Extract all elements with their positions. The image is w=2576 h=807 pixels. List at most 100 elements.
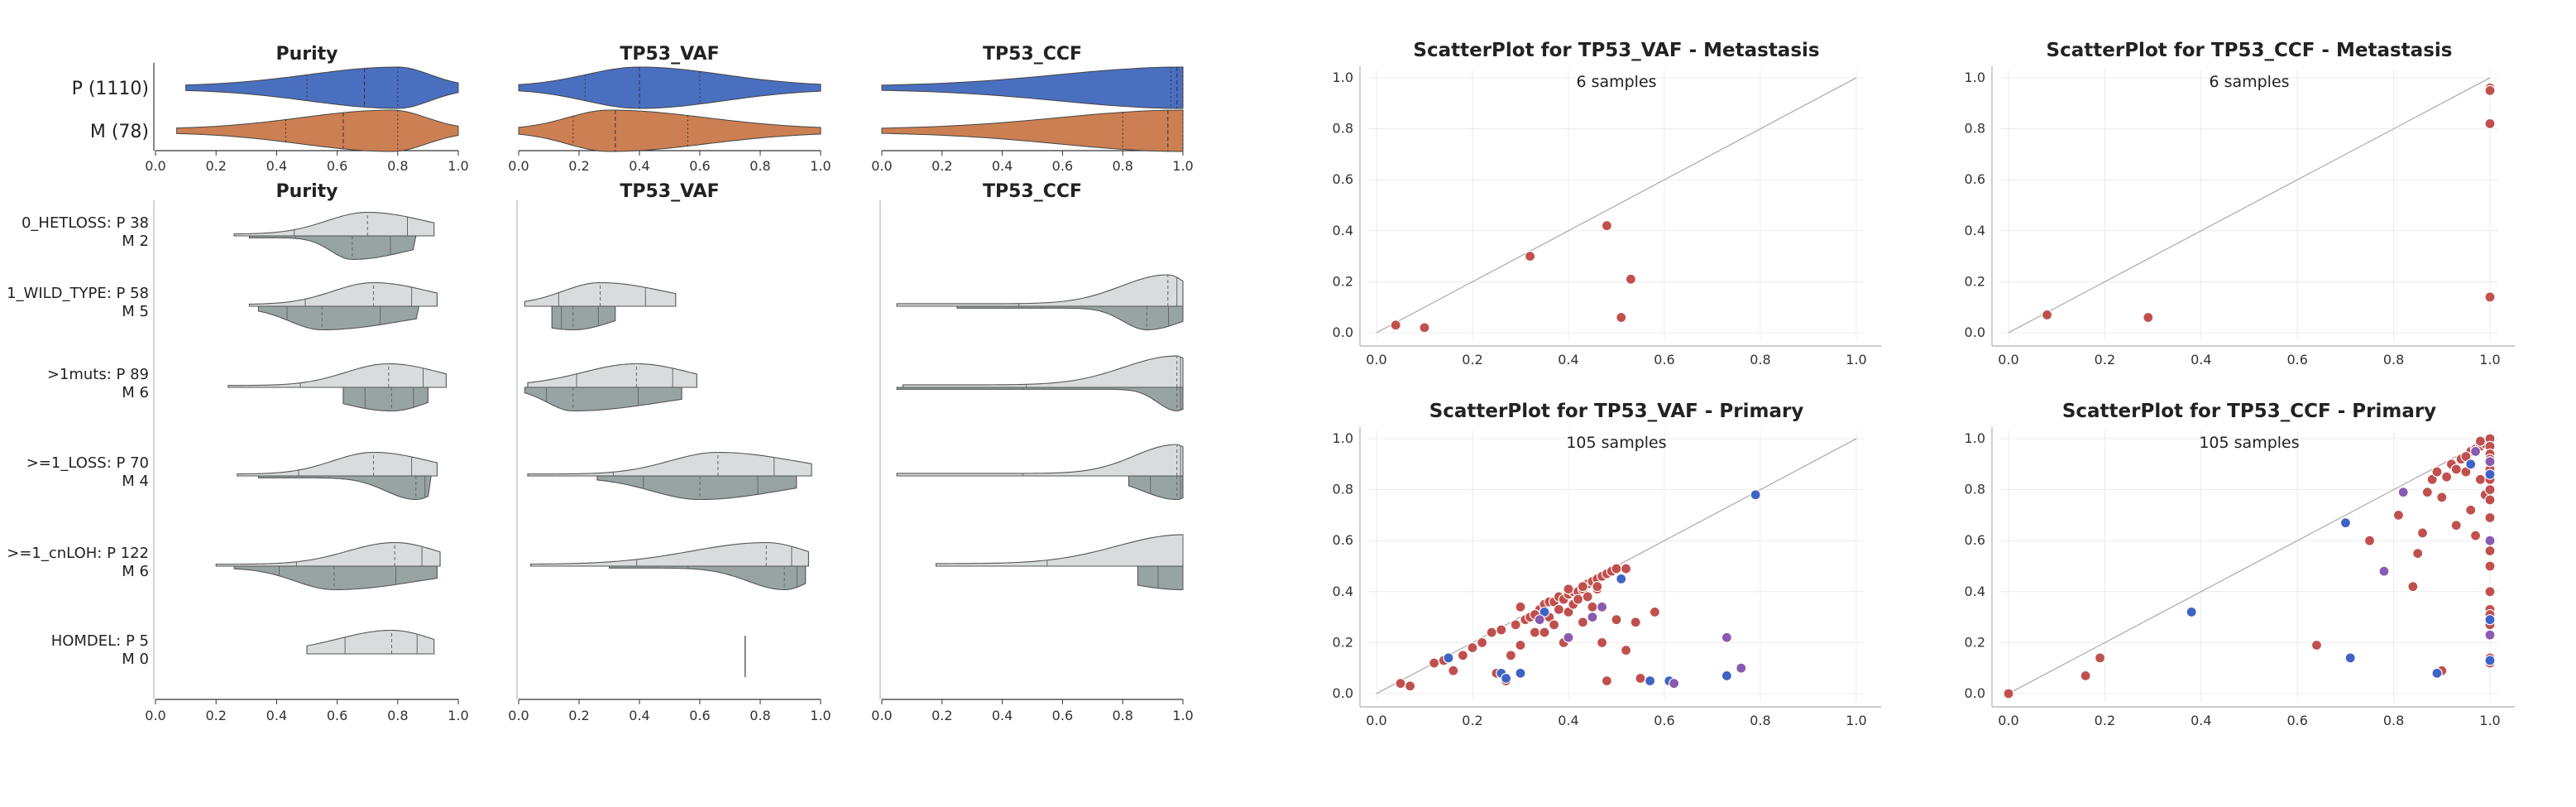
scatter-point (2426, 473, 2438, 485)
scatter-point (2143, 311, 2154, 324)
y-tick-label: 0.0 (1965, 324, 1985, 340)
x-tick-label: 0.8 (749, 708, 770, 723)
scatter-point (1500, 672, 1512, 685)
x-tick-label: 0.8 (1750, 352, 1770, 367)
scatter-point (1539, 606, 1550, 618)
scatter-point (1563, 584, 1574, 595)
y-tick-label: 0.6 (1333, 171, 1353, 187)
scatter-point (2460, 450, 2472, 463)
scatter-point (2436, 492, 2448, 503)
x-tick-label: 0.2 (568, 708, 589, 723)
diagonal-line (1376, 77, 1857, 334)
group-label-primary: >=1_cnLOH: P 122 (7, 545, 149, 562)
scatter-point (1596, 636, 1608, 649)
scatter-point (1476, 636, 1488, 649)
scatter-point (1548, 619, 1560, 631)
y-tick-label: 0.0 (1333, 685, 1353, 701)
x-tick-label: 1.0 (1846, 713, 1866, 728)
x-tick-label: 0.8 (1750, 713, 1770, 728)
x-tick-label: 0.4 (266, 158, 287, 174)
scatter-point (2186, 606, 2197, 618)
primary-violin (881, 66, 1184, 109)
scatter-point (2450, 520, 2462, 531)
x-tick-label: 1.0 (810, 708, 831, 723)
y-tick-label: 0.4 (1333, 223, 1353, 238)
scatter-point (2484, 456, 2496, 468)
group-label-metastasis: M 0 (122, 651, 149, 668)
scatter-point (2431, 466, 2443, 478)
x-tick-label: 0.8 (749, 158, 770, 174)
x-tick-label: 1.0 (1172, 708, 1193, 723)
scatter-point (2378, 565, 2390, 577)
scatter-point (1601, 675, 1613, 687)
y-tick-label: 0.2 (1333, 273, 1353, 289)
metastasis-violin (518, 109, 821, 152)
metastasis-half-violin (233, 565, 438, 591)
scatter-point (1587, 611, 1598, 623)
scatter-point (1644, 675, 1656, 687)
x-tick-label: 0.0 (145, 158, 165, 174)
scatter-point (1601, 220, 1613, 232)
row-label-primary: P (1110) (72, 79, 149, 99)
top-panel-title: TP53_CCF (983, 44, 1082, 65)
scatter-point (1419, 322, 1430, 334)
primary-half-violin (306, 629, 435, 655)
primary-violin (518, 66, 821, 109)
scatter-point (1563, 606, 1574, 618)
scatter-point (2484, 560, 2496, 572)
scatter-point (1534, 614, 1545, 626)
x-tick-label: 0.8 (2383, 713, 2404, 728)
y-tick-label: 1.0 (1333, 70, 1353, 85)
primary-half-violin (237, 451, 438, 477)
x-tick-label: 0.4 (266, 708, 287, 723)
x-tick-label: 1.0 (2479, 352, 2500, 367)
y-tick-label: 0.8 (1965, 482, 1985, 497)
metastasis-violin (881, 109, 1184, 152)
scatter-point (2474, 473, 2486, 485)
scatter-point (1515, 601, 1526, 612)
scatter-point (1616, 311, 1627, 324)
scatter-point (2407, 581, 2419, 593)
diagonal-line (2008, 438, 2491, 694)
metastasis-half-violin (896, 387, 1184, 411)
x-tick-label: 1.0 (448, 708, 468, 723)
scatter-point (1553, 603, 1565, 615)
x-tick-label: 0.2 (931, 158, 952, 174)
x-tick-label: 0.2 (931, 708, 952, 723)
y-tick-label: 0.6 (1965, 532, 1985, 548)
x-tick-label: 0.8 (2383, 352, 2404, 367)
scatter-point (2416, 527, 2429, 539)
scatter-point (1630, 617, 1641, 628)
scatter-title: ScatterPlot for TP53_CCF - Metastasis (2047, 40, 2453, 61)
scatter-point (2484, 118, 2496, 130)
scatter-point (1668, 678, 1680, 689)
scatter-panel: ScatterPlot for TP53_VAF - Metastasis 0.0… (1333, 40, 1881, 367)
scatter-point (2484, 468, 2496, 480)
scatter-point (1582, 591, 1593, 603)
x-tick-label: 1.0 (1172, 158, 1193, 174)
row-label-metastasis: M (78) (90, 122, 149, 142)
scatter-point (1496, 624, 1507, 636)
y-tick-label: 0.2 (1965, 634, 1985, 650)
group-label-metastasis: M 6 (122, 384, 149, 401)
scatter-point (1457, 650, 1469, 661)
top-panel-title: Purity (275, 44, 338, 65)
x-tick-label: 0.6 (1052, 158, 1073, 174)
scatter-point (1467, 641, 1478, 654)
metastasis-half-violin (257, 475, 432, 501)
x-tick-label: 0.6 (327, 708, 347, 723)
metastasis-half-violin (342, 387, 429, 412)
x-tick-label: 0.4 (2191, 713, 2211, 728)
y-tick-label: 1.0 (1965, 430, 1985, 446)
scatter-point (2441, 471, 2453, 483)
scatter-point (2465, 504, 2477, 516)
scatter-point (1635, 672, 1646, 685)
x-tick-label: 0.4 (1558, 352, 1578, 367)
primary-half-violin (527, 451, 812, 477)
diagonal-line (2008, 77, 2491, 334)
primary-half-violin (215, 541, 441, 567)
scatter-point (2469, 445, 2482, 458)
x-tick-label: 0.0 (508, 158, 529, 174)
y-tick-label: 0.4 (1965, 223, 1985, 238)
